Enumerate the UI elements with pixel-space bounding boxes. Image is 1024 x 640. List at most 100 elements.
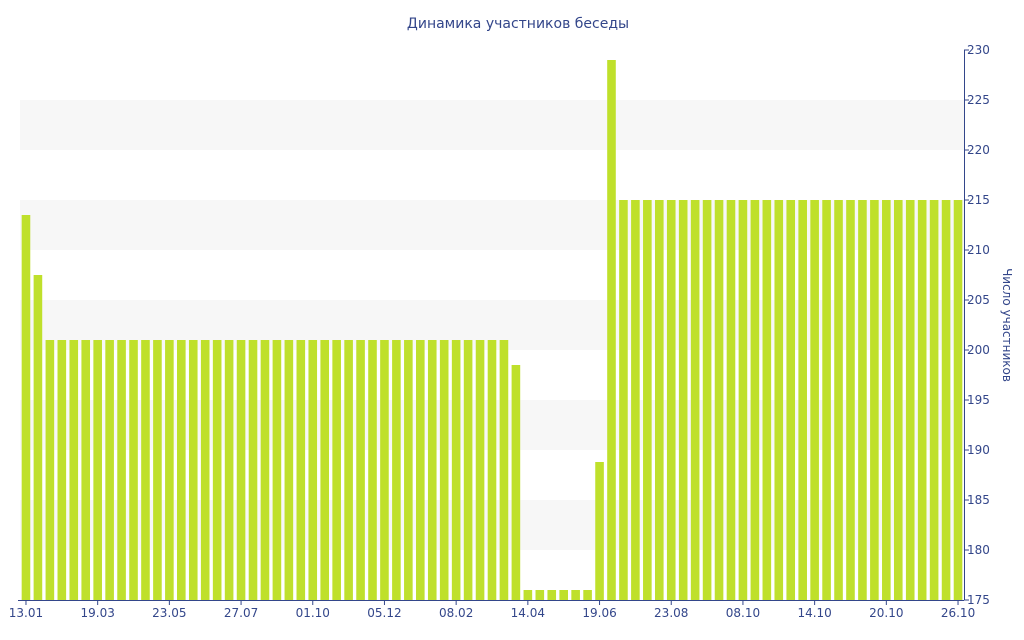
- grid-band: [20, 100, 964, 150]
- bar: [57, 340, 67, 600]
- bar: [726, 200, 736, 600]
- bar: [45, 340, 55, 600]
- bar: [619, 200, 628, 600]
- bar: [33, 275, 43, 600]
- bar: [236, 340, 246, 600]
- bar: [774, 200, 784, 600]
- x-tick-label: 23.05: [152, 606, 186, 620]
- x-tick-label: 19.03: [80, 606, 114, 620]
- bar: [834, 200, 843, 600]
- bar: [607, 60, 616, 600]
- bar: [380, 340, 389, 600]
- y-tick-label: 200: [967, 343, 990, 357]
- bar: [798, 200, 807, 600]
- bar: [105, 340, 114, 600]
- bar: [308, 340, 318, 600]
- bar: [81, 340, 91, 600]
- bar: [583, 590, 592, 600]
- bar: [893, 200, 903, 600]
- y-tick-label: 195: [967, 393, 990, 407]
- y-axis-title: Число участников: [1000, 268, 1014, 382]
- x-tick-label: 23.08: [654, 606, 688, 620]
- x-tick-label: 19.06: [582, 606, 616, 620]
- x-tick-label: 26.10: [941, 606, 975, 620]
- x-tick-label: 14.04: [511, 606, 545, 620]
- y-tick-label: 205: [967, 293, 990, 307]
- bar: [929, 200, 939, 600]
- bar: [200, 340, 210, 600]
- bar: [905, 200, 915, 600]
- bar: [678, 200, 688, 600]
- chart-title: Динамика участников беседы: [407, 16, 629, 32]
- x-tick-label: 05.12: [367, 606, 401, 620]
- bar: [475, 340, 485, 600]
- bar: [296, 340, 306, 600]
- bar: [439, 340, 449, 600]
- bar: [858, 200, 867, 600]
- bar: [141, 340, 150, 600]
- y-tick-label: 210: [967, 243, 990, 257]
- bar: [153, 340, 162, 600]
- y-tick-label: 175: [967, 593, 990, 607]
- bar: [188, 340, 198, 600]
- y-tick-label: 185: [967, 493, 990, 507]
- bar: [643, 200, 652, 600]
- x-tick-label: 20.10: [869, 606, 903, 620]
- bar: [882, 200, 891, 600]
- bar: [953, 200, 963, 600]
- bar: [177, 340, 186, 600]
- bar: [738, 200, 748, 600]
- bar: [117, 340, 126, 600]
- x-axis: 13.01 19.03 23.05 27.07 01.10 05.12 08.02 14.04…: [9, 600, 975, 620]
- x-tick-label: 01.10: [296, 606, 330, 620]
- bar: [93, 340, 102, 600]
- bar: [368, 340, 377, 600]
- y-tick-label: 215: [967, 193, 990, 207]
- bar: [392, 340, 401, 600]
- bar: [523, 590, 533, 600]
- bar: [822, 200, 831, 600]
- bar: [416, 340, 425, 600]
- bar: [535, 590, 545, 600]
- bar: [631, 200, 640, 600]
- bar: [559, 590, 568, 600]
- bar: [941, 200, 951, 600]
- y-tick-label: 180: [967, 543, 990, 557]
- bar: [427, 340, 437, 600]
- bar: [284, 340, 294, 600]
- bar: [750, 200, 760, 600]
- bar: [846, 200, 855, 600]
- y-tick-label: 190: [967, 443, 990, 457]
- bar: [786, 200, 796, 600]
- y-tick-label: 225: [967, 93, 990, 107]
- x-tick-label: 14.10: [797, 606, 831, 620]
- x-tick-label: 27.07: [224, 606, 258, 620]
- bar: [595, 462, 604, 600]
- bar: [487, 340, 497, 600]
- bar: [451, 340, 461, 600]
- bar: [404, 340, 413, 600]
- bar: [702, 200, 712, 600]
- bar: [571, 590, 580, 600]
- bar: [547, 590, 557, 600]
- bar: [870, 200, 879, 600]
- x-tick-label: 08.10: [726, 606, 760, 620]
- bar: [69, 340, 79, 600]
- bar-series: [21, 60, 963, 600]
- bar: [810, 200, 819, 600]
- y-axis: 175 180 185 190 195 200 205 210 215 220 225 230: [964, 43, 990, 607]
- bar: [762, 200, 772, 600]
- bar: [212, 340, 222, 600]
- bar: [224, 340, 234, 600]
- bar: [511, 365, 521, 600]
- bar: [690, 200, 700, 600]
- bar: [344, 340, 353, 600]
- bar: [21, 215, 31, 600]
- bar: [463, 340, 473, 600]
- y-tick-label: 220: [967, 143, 990, 157]
- y-tick-label: 230: [967, 43, 990, 57]
- bar: [165, 340, 174, 600]
- bar: [260, 340, 270, 600]
